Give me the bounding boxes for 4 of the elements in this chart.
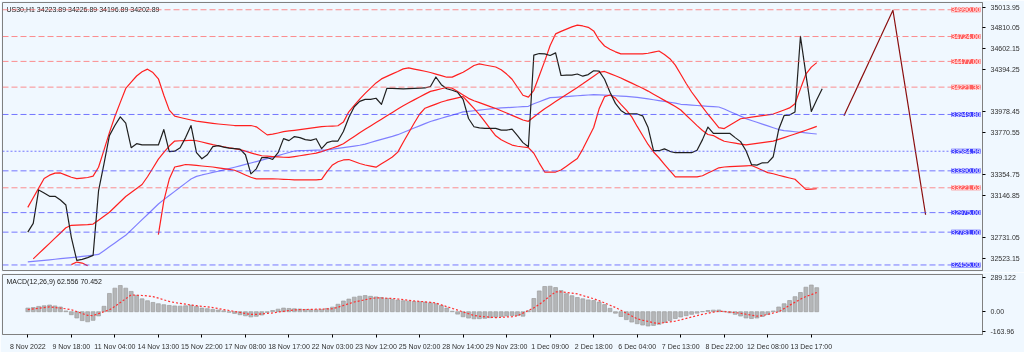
line-series <box>27 35 823 262</box>
line-series <box>843 9 927 216</box>
line-series <box>27 291 818 325</box>
line-series <box>27 24 818 208</box>
